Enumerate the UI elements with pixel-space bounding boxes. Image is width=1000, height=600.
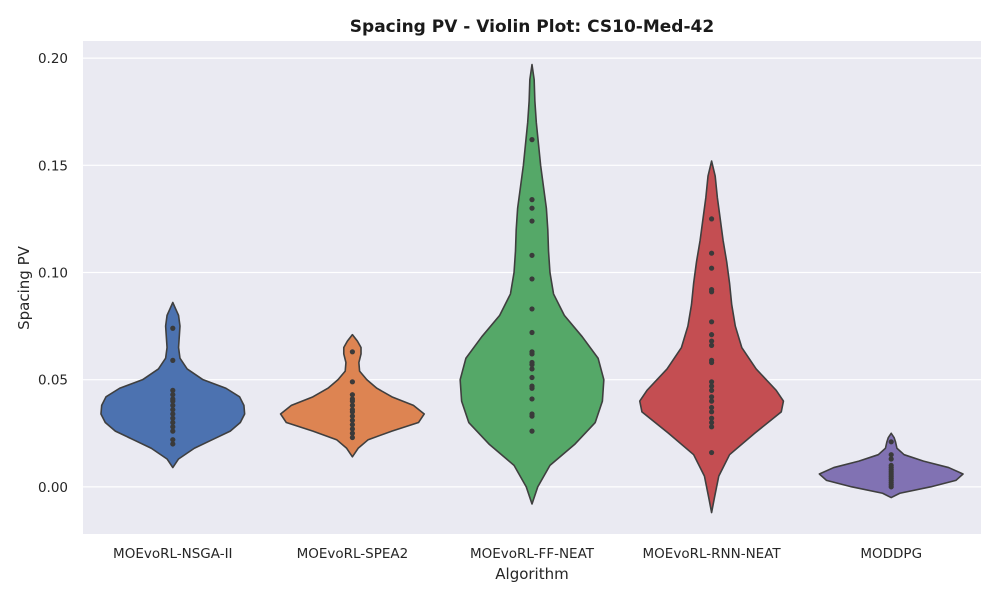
violins — [100, 63, 964, 514]
x-tick-label: MOEvoRL-NSGA-II — [113, 546, 233, 562]
data-point — [709, 449, 715, 456]
data-point — [529, 396, 535, 402]
data-point — [529, 359, 535, 366]
y-tick-label: 0.10 — [38, 265, 68, 281]
x-axis-label: Algorithm — [495, 565, 568, 583]
data-point — [529, 205, 535, 211]
x-tick-labels: MOEvoRL-NSGA-II MOEvoRL-SPEA2 MOEvoRL-FF-N… — [113, 546, 922, 562]
data-point — [888, 452, 894, 458]
chart-title: Spacing PV - Violin Plot: CS10-Med-42 — [350, 17, 714, 37]
y-tick-labels: 0.00 0.05 0.10 0.15 0.20 — [38, 51, 68, 496]
data-point — [170, 441, 176, 447]
data-point — [349, 349, 355, 355]
data-point — [888, 456, 894, 462]
data-point — [709, 250, 715, 256]
data-point — [709, 342, 715, 348]
data-point — [170, 437, 176, 443]
data-point — [349, 402, 355, 408]
data-point — [529, 197, 535, 203]
data-point — [709, 338, 715, 344]
x-tick-label: MOEvoRL-SPEA2 — [297, 546, 409, 562]
data-point — [170, 392, 176, 398]
y-axis-label: Spacing PV — [15, 245, 33, 329]
data-point — [349, 417, 355, 423]
y-tick-label: 0.20 — [38, 51, 68, 67]
data-point — [709, 379, 715, 385]
data-point — [529, 374, 535, 381]
data-point — [709, 415, 715, 421]
data-point — [170, 396, 176, 402]
data-point — [709, 419, 715, 426]
data-point — [709, 394, 715, 400]
data-point — [709, 357, 715, 363]
data-point — [349, 379, 355, 385]
data-point — [709, 409, 715, 415]
data-point — [529, 218, 535, 224]
y-tick-label: 0.15 — [38, 158, 68, 174]
data-point — [529, 329, 535, 336]
data-point — [349, 407, 355, 413]
x-tick-label: MOEvoRL-RNN-NEAT — [643, 546, 782, 562]
x-tick-label: MODDPG — [860, 546, 922, 562]
data-point — [709, 332, 715, 338]
data-point — [170, 419, 176, 426]
data-point — [349, 422, 355, 428]
data-point — [170, 411, 176, 417]
data-point — [529, 276, 535, 282]
data-point — [709, 287, 715, 293]
data-point — [529, 137, 535, 143]
data-point — [170, 402, 176, 408]
data-point — [529, 411, 535, 417]
data-point — [709, 398, 715, 404]
data-point — [349, 430, 355, 436]
data-point — [349, 434, 355, 441]
data-point — [888, 462, 894, 469]
data-point — [170, 424, 176, 430]
data-point — [709, 216, 715, 222]
data-point — [709, 383, 715, 389]
data-point — [170, 387, 176, 393]
data-point — [529, 306, 535, 312]
violin-body — [100, 301, 246, 469]
data-point — [349, 413, 355, 419]
data-point — [709, 387, 715, 393]
data-point — [349, 426, 355, 432]
data-point — [709, 424, 715, 430]
violin-body — [459, 63, 605, 505]
data-point — [529, 383, 535, 389]
data-point — [170, 428, 176, 434]
y-tick-label: 0.05 — [38, 373, 68, 389]
data-point — [170, 407, 176, 413]
y-tick-label: 0.00 — [38, 480, 68, 496]
data-point — [529, 428, 535, 434]
data-point — [170, 325, 176, 331]
data-point — [529, 366, 535, 372]
data-point — [170, 415, 176, 421]
data-point — [349, 396, 355, 402]
data-point — [709, 265, 715, 271]
x-tick-label: MOEvoRL-FF-NEAT — [470, 546, 595, 562]
data-point — [529, 349, 535, 355]
data-point — [709, 404, 715, 411]
data-point — [709, 319, 715, 325]
data-point — [888, 439, 894, 445]
data-point — [349, 392, 355, 398]
data-point — [529, 252, 535, 258]
data-point — [170, 357, 176, 363]
